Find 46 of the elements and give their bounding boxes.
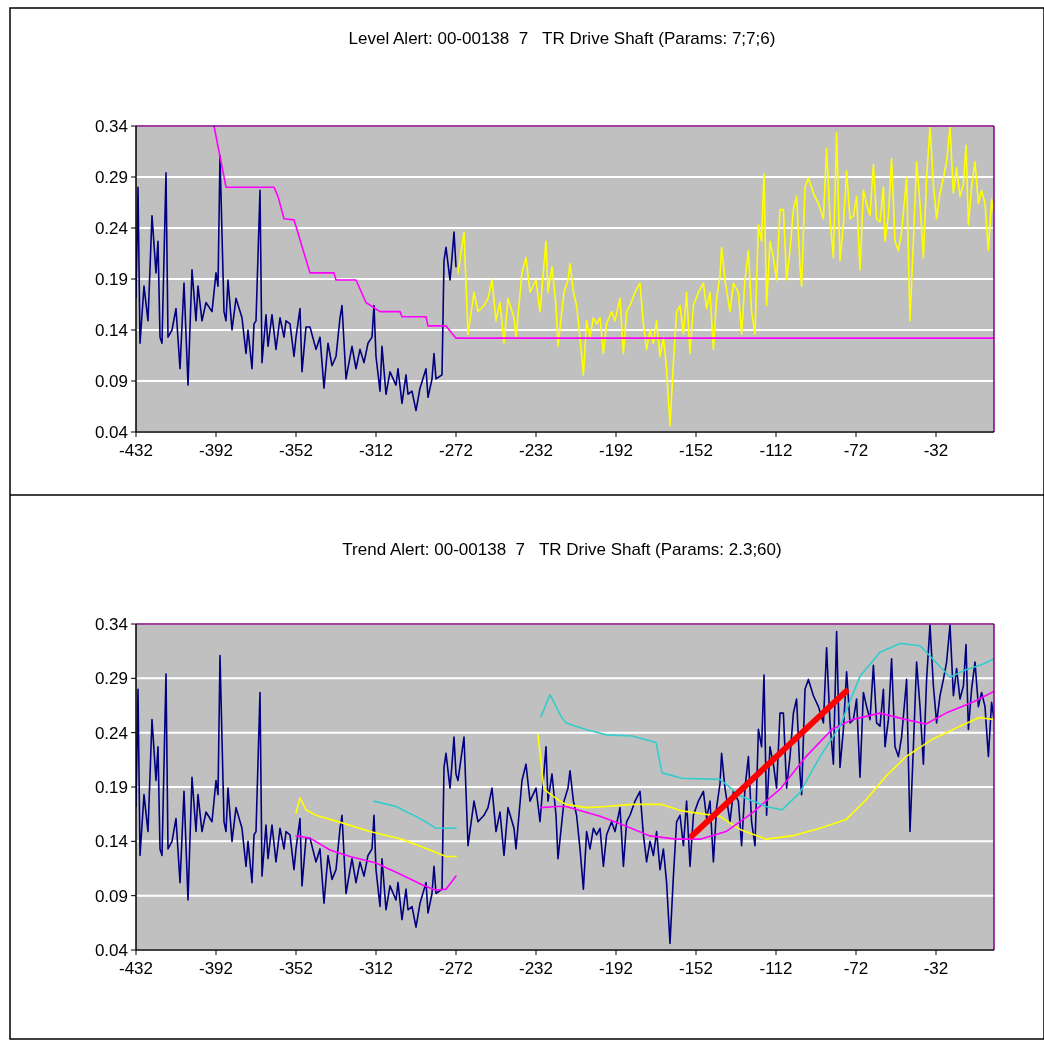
x-tick-label: -312 [358, 959, 394, 978]
line-series [537, 716, 994, 840]
chart-title: Trend Alert: 00-00138 7 TR Drive Shaft (Params: 2.3;60) [342, 540, 782, 559]
x-tick-label: -432 [118, 959, 154, 978]
x-tick-label: -392 [198, 441, 234, 460]
x-tick-label: -112 [759, 959, 793, 978]
y-tick-label: 0.34 [94, 614, 128, 634]
y-tick-label: 0.04 [94, 422, 128, 442]
x-tick-label: -352 [278, 959, 314, 978]
x-tick-label: -112 [759, 441, 793, 460]
y-tick-label: 0.09 [94, 886, 128, 906]
x-tick-label: -152 [678, 959, 714, 978]
y-tick-label: 0.04 [94, 940, 128, 960]
x-tick-label: -232 [518, 441, 554, 460]
x-tick-label: -72 [843, 959, 869, 978]
y-tick-label: 0.24 [94, 218, 128, 238]
line-series [295, 835, 457, 892]
x-tick-label: -32 [923, 959, 949, 978]
line-series [457, 126, 994, 427]
x-tick-label: -352 [278, 441, 314, 460]
x-tick-label: -232 [518, 959, 554, 978]
x-tick-label: -32 [923, 441, 949, 460]
x-tick-label: -392 [198, 959, 234, 978]
x-tick-label: -152 [678, 441, 714, 460]
x-tick-label: -272 [438, 441, 474, 460]
line-series [540, 690, 994, 840]
x-tick-label: -72 [843, 441, 869, 460]
x-tick-label: -432 [118, 441, 154, 460]
y-tick-label: 0.14 [94, 320, 128, 340]
y-tick-label: 0.29 [94, 167, 128, 187]
line-series [540, 642, 994, 811]
line-series [373, 800, 457, 830]
y-tick-label: 0.09 [94, 371, 128, 391]
line-series [213, 125, 994, 339]
y-tick-label: 0.19 [94, 777, 128, 797]
chart-title: Level Alert: 00-00138 7 TR Drive Shaft (Params: 7;7;6) [348, 29, 776, 48]
y-tick-label: 0.29 [94, 669, 128, 689]
y-tick-label: 0.19 [94, 269, 128, 289]
y-tick-label: 0.34 [94, 116, 128, 136]
x-tick-label: -192 [598, 959, 634, 978]
x-tick-label: -272 [438, 959, 474, 978]
y-tick-label: 0.14 [94, 832, 128, 852]
y-tick-label: 0.24 [94, 723, 128, 743]
x-tick-label: -192 [598, 441, 634, 460]
line-series [295, 797, 457, 858]
x-tick-label: -312 [358, 441, 394, 460]
